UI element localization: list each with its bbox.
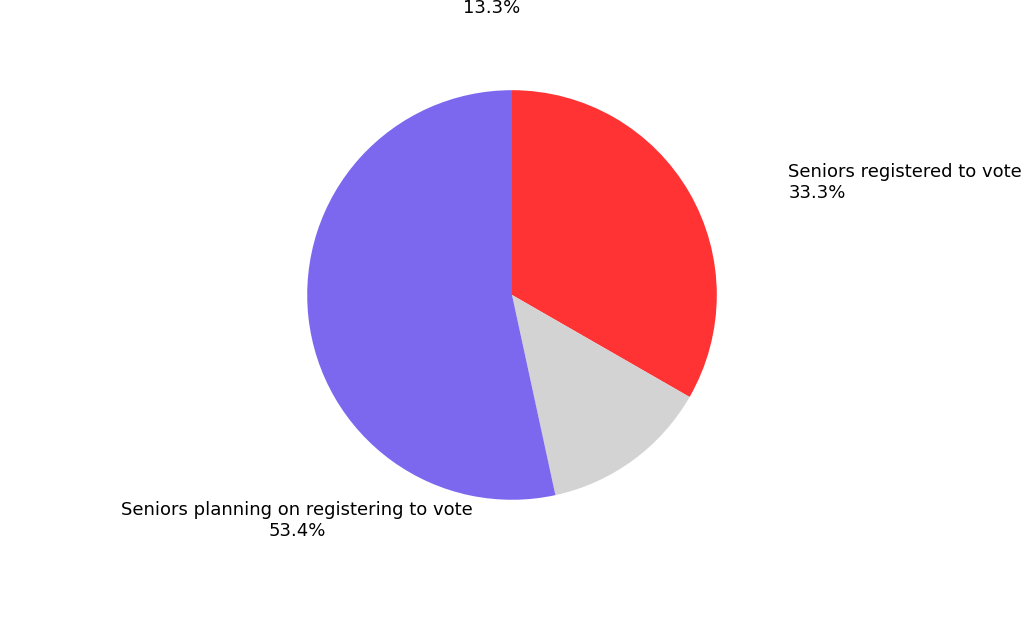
Text: Seniors registered to vote
33.3%: Seniors registered to vote 33.3%: [788, 163, 1022, 202]
Text: Seniors planning on registering to vote
53.4%: Seniors planning on registering to vote …: [121, 501, 473, 540]
Text: Seniors unsure if registering
13.3%: Seniors unsure if registering 13.3%: [365, 0, 618, 17]
Wedge shape: [307, 90, 555, 500]
Wedge shape: [512, 295, 689, 495]
Wedge shape: [512, 90, 717, 397]
